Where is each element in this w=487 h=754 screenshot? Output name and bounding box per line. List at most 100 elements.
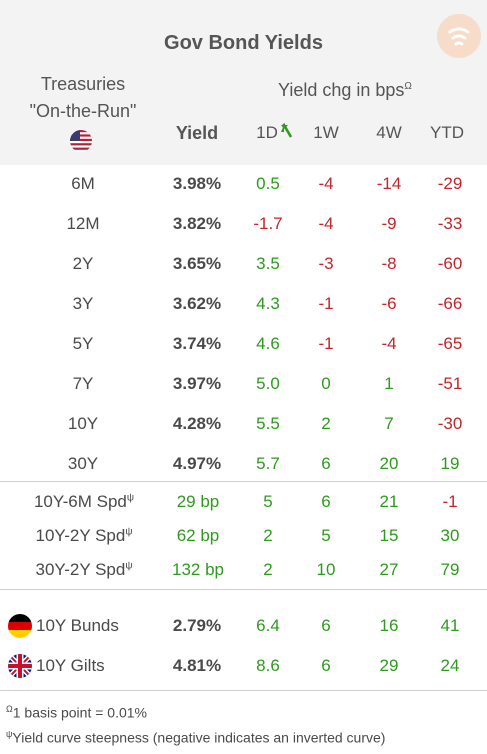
change-value: 15 [379, 526, 399, 545]
change-value: 21 [379, 492, 399, 511]
change-value: -29 [437, 174, 463, 193]
separator [0, 589, 487, 590]
yield-value: 4.28% [172, 414, 222, 433]
column-header-ytd: YTD [430, 123, 464, 142]
on-the-run-label: "On-the-Run" [29, 101, 137, 121]
bond-label: 10Y Gilts [36, 656, 105, 675]
change-value: 6 [321, 454, 331, 473]
yield-value: 3.62% [172, 294, 222, 313]
yield-value: 3.82% [172, 214, 222, 233]
bond-label: 10Y Bunds [36, 616, 119, 635]
change-value: 10 [316, 560, 336, 579]
row-label: 3Y [72, 294, 94, 313]
spread-label: 10Y-6M Spdψ [20, 492, 148, 512]
change-value: 2 [263, 526, 273, 545]
change-value: -66 [437, 294, 463, 313]
change-value: -1 [318, 334, 334, 353]
change-value: -30 [437, 414, 463, 433]
change-value: 27 [379, 560, 399, 579]
footnote-basis-point: Ω1 basis point = 0.01% [6, 704, 147, 721]
change-value: -8 [381, 254, 397, 273]
change-value: -1 [318, 294, 334, 313]
page-title: Gov Bond Yields [164, 32, 323, 54]
change-value: -60 [437, 254, 463, 273]
column-header-1d: 1D [250, 122, 300, 144]
change-value: -33 [437, 214, 463, 233]
change-value: 41 [440, 616, 460, 635]
change-value: 0.5 [256, 174, 280, 193]
separator [0, 690, 487, 691]
change-value: 79 [440, 560, 460, 579]
spread-label: 10Y-2Y Spdψ [20, 526, 148, 546]
change-value: 6 [321, 492, 331, 511]
footnote-yield-curve: ψYield curve steepness (negative indicat… [6, 729, 386, 746]
change-value: 20 [379, 454, 399, 473]
yield-change-heading: Yield chg in bpsΩ [278, 80, 412, 100]
yield-value: 3.74% [172, 334, 222, 353]
yield-value: 2.79% [172, 616, 222, 635]
spread-footnote-marker: ψ [126, 492, 135, 504]
yield-value: 3.65% [172, 254, 222, 273]
change-value: -65 [437, 334, 463, 353]
change-value: 5 [321, 526, 331, 545]
column-header-4w: 4W [376, 123, 402, 142]
spread-value: 62 bp [176, 526, 220, 545]
change-value: -1.7 [253, 214, 283, 233]
change-value: 0 [321, 374, 331, 393]
spread-label: 30Y-2Y Spdψ [20, 560, 148, 580]
change-value: -4 [318, 174, 334, 193]
us-flag-icon [70, 130, 92, 152]
spread-label-text: 10Y-6M Spd [33, 492, 127, 511]
spread-footnote-marker: ψ [125, 526, 133, 538]
change-value: -1 [442, 492, 458, 511]
spread-value: 132 bp [172, 560, 224, 579]
row-label: 7Y [72, 374, 94, 393]
column-header-yield: Yield [175, 123, 219, 143]
change-value: 2 [263, 560, 273, 579]
spread-value: 29 bp [176, 492, 220, 511]
spread-label-text: 10Y-2Y Spd [35, 526, 126, 545]
change-value: -4 [381, 334, 397, 353]
spread-label-text: 30Y-2Y Spd [35, 560, 126, 579]
change-value: 5 [263, 492, 273, 511]
yield-value: 4.81% [172, 656, 222, 675]
change-value: -4 [318, 214, 334, 233]
germany-flag-icon [8, 614, 32, 638]
treasuries-label: Treasuries [40, 74, 126, 94]
change-value: 5.7 [256, 454, 280, 473]
change-value: 30 [440, 526, 460, 545]
yield-value: 3.98% [172, 174, 222, 193]
spread-footnote-marker: ψ [125, 560, 133, 572]
separator [0, 481, 487, 482]
change-value: -3 [318, 254, 334, 273]
change-value: 4.3 [256, 294, 280, 313]
row-label: 2Y [72, 254, 94, 273]
row-label: 12M [66, 214, 100, 233]
change-value: 29 [379, 656, 399, 675]
change-value: 24 [440, 656, 460, 675]
change-value: 2 [321, 414, 331, 433]
row-label: 30Y [67, 454, 99, 473]
change-value: 4.6 [256, 334, 280, 353]
yield-value: 3.97% [172, 374, 222, 393]
row-label: 6M [71, 174, 95, 193]
change-value: 6.4 [256, 616, 280, 635]
row-label: 5Y [72, 334, 94, 353]
change-value: 1 [384, 374, 394, 393]
change-value: 6 [321, 656, 331, 675]
change-value: 5.5 [256, 414, 280, 433]
change-value: -6 [381, 294, 397, 313]
arrow-icon [280, 122, 294, 144]
change-value: -51 [437, 374, 463, 393]
yield-value: 4.97% [172, 454, 222, 473]
change-value: 6 [321, 616, 331, 635]
change-value: -9 [381, 214, 397, 233]
change-value: -14 [376, 174, 402, 193]
guitar-pick-logo-icon [437, 14, 481, 58]
column-header-1w: 1W [313, 123, 339, 142]
change-value: 19 [440, 454, 460, 473]
change-value: 7 [384, 414, 394, 433]
row-label: 10Y [67, 414, 99, 433]
change-value: 8.6 [256, 656, 280, 675]
uk-flag-icon [8, 654, 32, 678]
